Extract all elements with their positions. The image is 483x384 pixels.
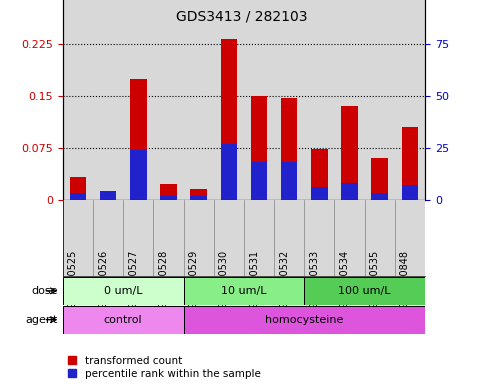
Bar (311, 149, 327, 200)
Bar (341, 183, 358, 200)
Bar (184, 277, 304, 305)
Text: agent: agent (26, 314, 58, 325)
Bar (160, 184, 177, 200)
Text: GDS3413 / 282103: GDS3413 / 282103 (176, 10, 307, 23)
Bar (402, 127, 418, 200)
Text: homocysteine: homocysteine (265, 314, 343, 325)
Text: 10 um/L: 10 um/L (221, 286, 267, 296)
Bar (184, 306, 425, 333)
Bar (190, 189, 207, 200)
Text: 0 um/L: 0 um/L (104, 286, 142, 296)
Bar (341, 106, 358, 200)
Text: dose: dose (31, 286, 58, 296)
Bar (281, 162, 298, 200)
Bar (130, 79, 146, 200)
Bar (63, 306, 184, 333)
Bar (402, 185, 418, 200)
Bar (70, 177, 86, 200)
Bar (221, 39, 237, 200)
Bar (251, 162, 267, 200)
Legend: transformed count, percentile rank within the sample: transformed count, percentile rank withi… (68, 356, 260, 379)
Bar (371, 158, 388, 200)
Bar (371, 194, 388, 200)
Bar (190, 195, 207, 200)
Bar (63, 277, 184, 305)
Bar (160, 195, 177, 200)
Text: control: control (104, 314, 142, 325)
Bar (130, 150, 146, 200)
Bar (100, 195, 116, 200)
Bar (221, 144, 237, 200)
Bar (251, 96, 267, 200)
Bar (100, 191, 116, 200)
Text: 100 um/L: 100 um/L (339, 286, 391, 296)
Bar (70, 194, 86, 200)
Bar (281, 98, 298, 200)
Bar (304, 277, 425, 305)
Bar (311, 187, 327, 200)
